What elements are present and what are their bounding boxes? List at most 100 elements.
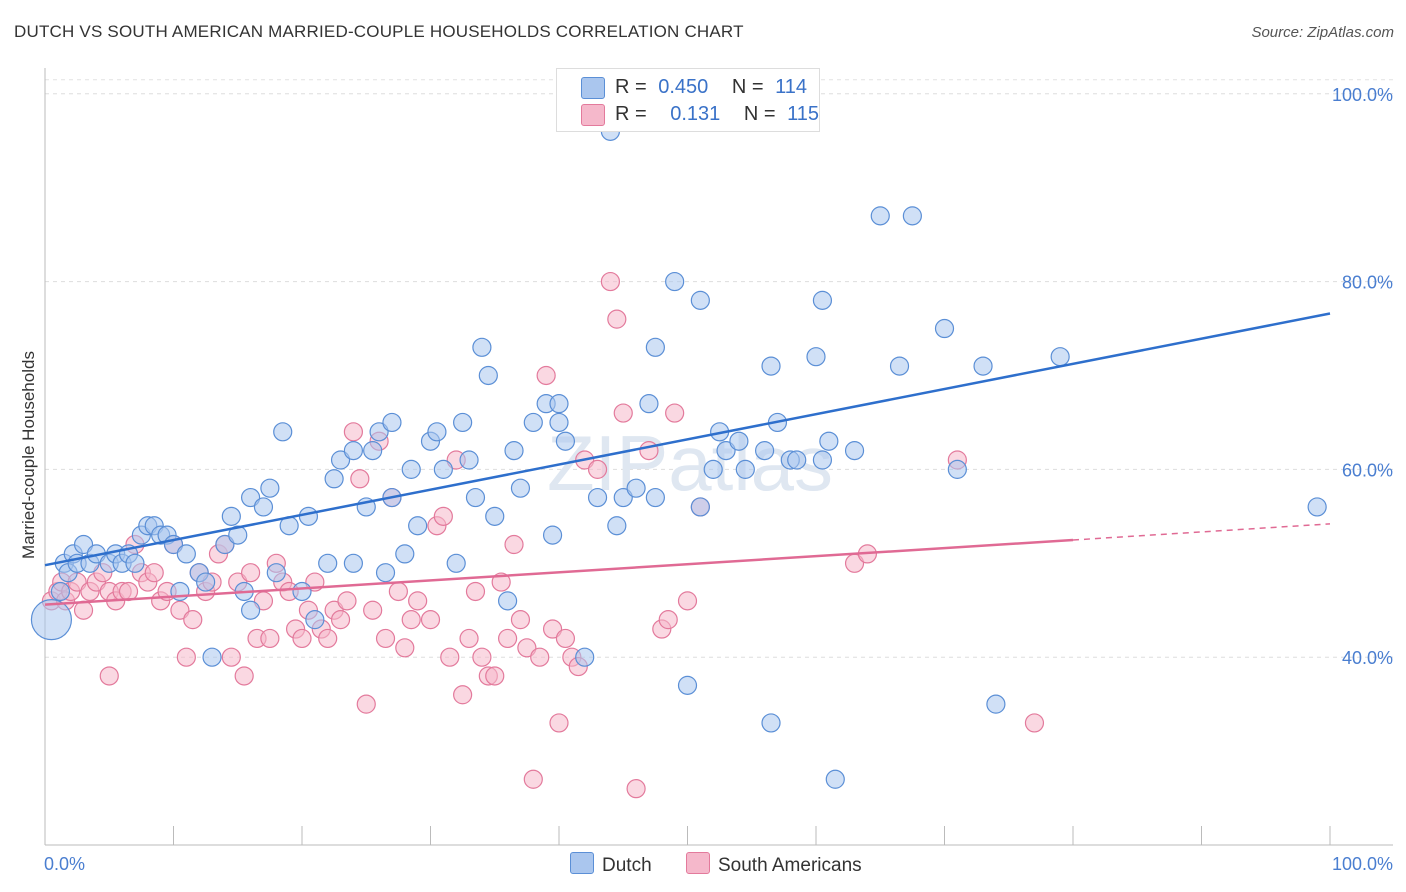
correlation-legend: R = 0.450 N = 114 R = 0.131 N = 115 [556, 68, 820, 132]
data-point [241, 487, 261, 508]
chart-source: Source: ZipAtlas.com [1251, 24, 1394, 41]
x-tick-label: 100.0% [1332, 854, 1393, 874]
data-point [50, 581, 71, 602]
data-point [761, 713, 781, 733]
data-point [504, 441, 524, 461]
data-point [408, 516, 428, 536]
data-point [292, 628, 312, 649]
data-point [266, 563, 286, 583]
south-trend-line-dashed [1072, 523, 1331, 541]
data-point [465, 581, 486, 602]
bottom-legend-south: South Americans [686, 852, 862, 877]
data-point [382, 412, 402, 433]
data-point [215, 534, 235, 555]
data-point [363, 600, 383, 620]
data-point [401, 610, 421, 630]
data-point [241, 563, 261, 583]
data-point [819, 431, 839, 451]
bottom-legend-dutch: Dutch [570, 852, 652, 877]
data-point [459, 450, 479, 470]
data-point [420, 610, 441, 630]
data-point [472, 337, 492, 357]
dutch-trend-line [44, 312, 1331, 567]
data-point [241, 600, 261, 620]
data-point [677, 591, 698, 611]
y-tick-label: 60.0% [1342, 460, 1393, 480]
y-tick-label: 80.0% [1342, 273, 1393, 293]
data-point [73, 600, 94, 620]
data-point [221, 647, 241, 667]
dutch-n-value: 114 [775, 76, 808, 98]
data-point [260, 478, 280, 498]
data-point [626, 478, 646, 498]
data-point [510, 610, 531, 630]
data-point [453, 685, 473, 705]
bottom-dutch-label: Dutch [602, 855, 652, 876]
data-point [375, 563, 396, 583]
data-point [478, 365, 498, 386]
data-point [234, 666, 254, 686]
data-point [754, 441, 775, 461]
data-point [260, 628, 280, 649]
data-point [465, 487, 486, 508]
data-point [273, 422, 293, 442]
data-point [806, 347, 826, 367]
data-point [485, 506, 505, 526]
data-point [787, 450, 807, 470]
data-point [889, 356, 910, 376]
data-point [343, 441, 363, 461]
data-point [395, 544, 415, 564]
dutch-r-label: R = [615, 76, 647, 98]
y-tick-label: 100.0% [1332, 85, 1393, 105]
data-point [613, 403, 633, 423]
data-point [973, 356, 993, 376]
data-point [934, 318, 955, 339]
data-point [504, 534, 524, 555]
data-point [30, 599, 73, 641]
data-point [645, 487, 665, 508]
data-point [363, 441, 383, 461]
x-tick-label: 0.0% [44, 854, 85, 874]
dutch-r-value: 0.450 [658, 76, 709, 98]
data-point [645, 337, 665, 357]
data-point [343, 553, 363, 573]
data-point [228, 525, 248, 545]
data-point [902, 206, 922, 226]
data-point [690, 290, 710, 310]
data-point [491, 572, 511, 592]
data-point [575, 647, 595, 667]
data-point [305, 610, 325, 630]
data-point [703, 459, 723, 479]
data-point [536, 365, 556, 386]
data-point [549, 394, 569, 414]
data-point [99, 666, 119, 686]
dutch-swatch [581, 77, 605, 99]
tick-labels: 40.0% 60.0% 80.0% 100.0% 0.0% 100.0% [44, 85, 1393, 874]
data-point [221, 506, 241, 526]
data-point [639, 394, 659, 414]
data-point [986, 694, 1006, 714]
data-point [600, 271, 621, 292]
data-point [144, 563, 164, 583]
data-point [626, 779, 646, 799]
data-point [639, 441, 659, 461]
data-point [607, 309, 627, 329]
data-point [729, 431, 749, 451]
data-point [555, 628, 576, 649]
data-point [542, 619, 563, 639]
data-point [253, 497, 274, 517]
bottom-dutch-swatch [570, 852, 594, 874]
data-point [196, 572, 216, 592]
data-point [677, 675, 698, 695]
data-point [716, 441, 736, 461]
data-point [318, 628, 338, 649]
data-point [510, 478, 531, 498]
data-point [690, 497, 710, 517]
data-point [812, 290, 833, 310]
data-point [324, 469, 344, 489]
data-point [530, 647, 550, 667]
data-point [440, 647, 460, 667]
data-point [844, 441, 865, 461]
data-point [375, 628, 396, 649]
